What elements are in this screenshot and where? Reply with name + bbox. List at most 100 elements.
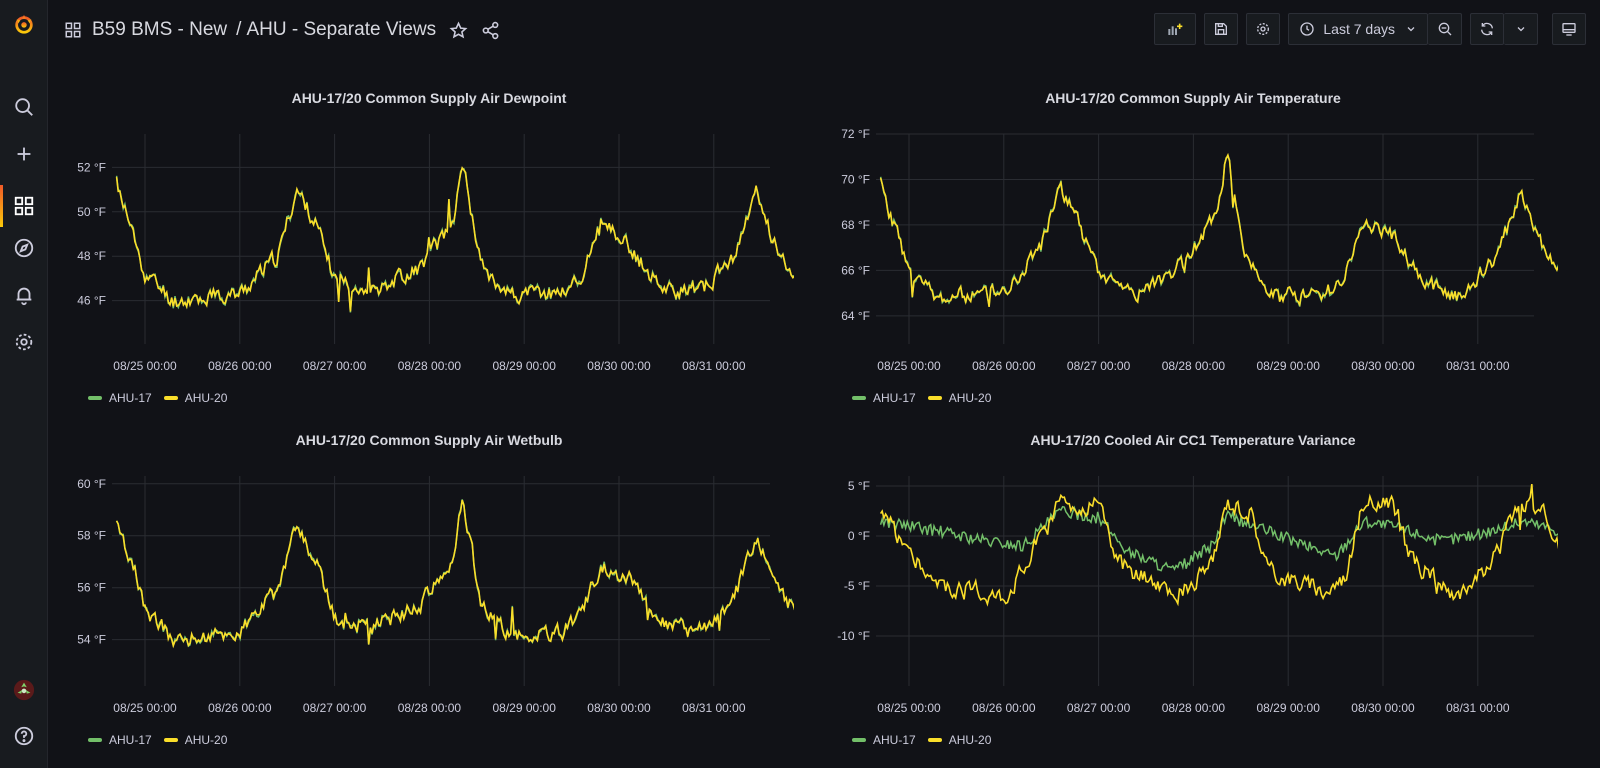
- chevron-down-icon: [1517, 27, 1524, 32]
- panel-title[interactable]: AHU-17/20 Cooled Air CC1 Temperature Var…: [1030, 432, 1356, 448]
- add-panel-button[interactable]: [1154, 13, 1197, 45]
- x-tick-label: 08/29 00:00: [492, 701, 556, 715]
- panel-dewpoint[interactable]: AHU-17/20 Common Supply Air Dewpoint 46 …: [64, 86, 794, 416]
- x-tick-label: 08/29 00:00: [492, 359, 556, 373]
- alerting-icon[interactable]: [0, 275, 47, 315]
- legend-item-ahu20[interactable]: AHU-20: [927, 391, 991, 405]
- x-tick-label: 08/25 00:00: [113, 359, 177, 373]
- legend-swatch: [163, 396, 178, 400]
- y-tick-label: 50 °F: [77, 205, 106, 219]
- series-line-ahu20: [879, 152, 1558, 308]
- breadcrumb-folder[interactable]: B59 BMS - New: [92, 19, 228, 40]
- plus-icon[interactable]: [0, 134, 47, 174]
- star-icon[interactable]: [446, 18, 470, 42]
- search-icon[interactable]: [0, 87, 47, 127]
- y-tick-label: -10 °F: [837, 629, 870, 643]
- panel-title[interactable]: AHU-17/20 Common Supply Air Wetbulb: [295, 432, 563, 448]
- y-tick-label: 56 °F: [77, 581, 106, 595]
- legend: AHU-17 AHU-20: [88, 391, 239, 405]
- gear-icon: [1257, 23, 1270, 35]
- active-indicator: [0, 185, 3, 227]
- panel-title[interactable]: AHU-17/20 Common Supply Air Temperature: [1045, 90, 1341, 106]
- tv-mode-button[interactable]: [1552, 13, 1586, 45]
- help-icon[interactable]: [0, 716, 47, 756]
- settings-button[interactable]: [1246, 13, 1281, 45]
- legend-swatch: [927, 396, 942, 400]
- x-tick-label: 08/30 00:00: [1351, 359, 1415, 373]
- x-tick-label: 08/27 00:00: [1067, 359, 1131, 373]
- y-tick-label: 64 °F: [841, 309, 870, 323]
- refresh-icon: [1481, 22, 1493, 36]
- y-tick-label: 58 °F: [77, 529, 106, 543]
- time-range-label: Last 7 days: [1323, 21, 1395, 37]
- share-icon[interactable]: [478, 18, 502, 42]
- panel-temperature[interactable]: AHU-17/20 Common Supply Air Temperature …: [828, 86, 1558, 416]
- x-tick-label: 08/29 00:00: [1256, 359, 1320, 373]
- legend: AHU-17 AHU-20: [852, 733, 1003, 747]
- legend-item-ahu17[interactable]: AHU-17: [852, 733, 916, 747]
- x-tick-label: 08/28 00:00: [398, 359, 462, 373]
- legend-label: AHU-20: [184, 733, 228, 747]
- dashboard-title[interactable]: AHU - Separate Views: [246, 19, 437, 40]
- legend-item-ahu20[interactable]: AHU-20: [163, 733, 228, 747]
- y-tick-label: 48 °F: [77, 249, 106, 263]
- gear-icon[interactable]: [0, 322, 47, 362]
- grafana-logo-icon: [14, 14, 33, 34]
- legend-item-ahu20[interactable]: AHU-20: [163, 391, 227, 405]
- dashboards-icon[interactable]: [0, 186, 47, 226]
- explore-icon[interactable]: [0, 228, 47, 268]
- legend: AHU-17 AHU-20: [88, 733, 239, 747]
- series-line-ahu20: [879, 484, 1558, 607]
- series-line-ahu17: [879, 505, 1558, 572]
- clock-icon: [1300, 22, 1315, 36]
- y-tick-label: 70 °F: [841, 172, 870, 186]
- save-button[interactable]: [1204, 13, 1239, 45]
- x-tick-label: 08/30 00:00: [1351, 701, 1415, 715]
- x-tick-label: 08/30 00:00: [587, 701, 651, 715]
- panel-wetbulb[interactable]: AHU-17/20 Common Supply Air Wetbulb 54 °…: [64, 428, 794, 758]
- legend-label: AHU-17: [873, 391, 916, 405]
- time-range-picker[interactable]: Last 7 days: [1288, 13, 1428, 45]
- x-tick-label: 08/26 00:00: [208, 359, 272, 373]
- legend-label: AHU-20: [948, 733, 992, 747]
- refresh-button[interactable]: [1470, 13, 1504, 45]
- x-tick-label: 08/26 00:00: [972, 701, 1036, 715]
- legend-swatch: [163, 738, 178, 742]
- panel-variance[interactable]: AHU-17/20 Cooled Air CC1 Temperature Var…: [828, 428, 1558, 758]
- series-line-ahu17: [115, 499, 794, 649]
- y-tick-label: 52 °F: [77, 160, 106, 174]
- legend-item-ahu17[interactable]: AHU-17: [88, 733, 152, 747]
- legend-item-ahu17[interactable]: AHU-17: [852, 391, 916, 405]
- legend-swatch: [88, 396, 102, 400]
- y-tick-label: -5 °F: [844, 579, 870, 593]
- y-tick-label: 0 °F: [848, 529, 870, 543]
- y-tick-label: 68 °F: [841, 218, 870, 232]
- top-bar: B59 BMS - New / AHU - Separate Views Las…: [48, 0, 1600, 58]
- series-line-ahu20: [115, 166, 794, 312]
- zoom-out-icon: [1438, 22, 1451, 36]
- legend-item-ahu20[interactable]: AHU-20: [927, 733, 992, 747]
- y-tick-label: 60 °F: [77, 477, 106, 491]
- y-tick-label: 46 °F: [77, 294, 106, 308]
- refresh-interval-dropdown[interactable]: [1504, 13, 1538, 45]
- zoom-out-button[interactable]: [1428, 13, 1462, 45]
- x-tick-label: 08/31 00:00: [1446, 359, 1510, 373]
- chevron-down-icon: [1407, 27, 1415, 32]
- tv-mode-icon: [1562, 23, 1576, 36]
- legend-label: AHU-17: [873, 733, 916, 747]
- x-tick-label: 08/25 00:00: [113, 701, 177, 715]
- y-tick-label: 66 °F: [841, 263, 870, 277]
- y-tick-label: 72 °F: [841, 127, 870, 141]
- y-tick-label: 54 °F: [77, 633, 106, 647]
- legend-item-ahu17[interactable]: AHU-17: [88, 391, 152, 405]
- x-tick-label: 08/28 00:00: [1162, 701, 1226, 715]
- chart-dewpoint: 46 °F 48 °F 50 °F 52 °F 08/25 00:00 08/26 00:…: [77, 134, 794, 373]
- avatar[interactable]: [0, 670, 47, 710]
- x-tick-label: 08/25 00:00: [877, 359, 941, 373]
- y-tick-label: 5 °F: [848, 479, 870, 493]
- legend-label: AHU-17: [109, 733, 152, 747]
- panel-title[interactable]: AHU-17/20 Common Supply Air Dewpoint: [291, 90, 567, 106]
- x-tick-label: 08/26 00:00: [972, 359, 1036, 373]
- apps-icon: [65, 22, 81, 38]
- grafana-logo[interactable]: [0, 2, 47, 46]
